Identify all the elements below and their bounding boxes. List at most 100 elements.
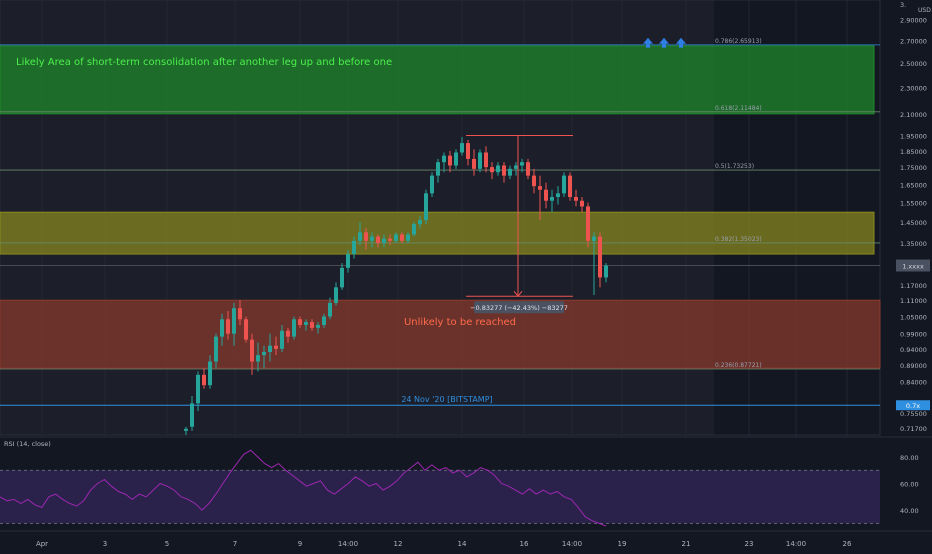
y-tick-label: 1.85000 (900, 148, 927, 156)
rsi-line (0, 449, 607, 527)
up-arrow-icon (659, 37, 669, 48)
candle-body (484, 152, 488, 168)
candle-body (574, 197, 578, 201)
x-tick-label: 14:00 (562, 540, 582, 548)
x-tick-label: 9 (298, 540, 302, 548)
green-zone-label: Likely Area of short-term consolidation … (16, 57, 392, 68)
candle-body (388, 238, 392, 241)
price-badge-label: 1.xxxx (902, 263, 924, 271)
candle-body (238, 308, 242, 320)
x-tick-label: 16 (520, 540, 529, 548)
candle-body (586, 206, 590, 241)
fib-level-label: 0.236(0.87721) (715, 362, 762, 369)
candle-body (502, 165, 506, 176)
candle-body (466, 143, 470, 159)
measure-label: −0.83277 (−42.43%) −83277 (470, 304, 568, 312)
y-tick-label: 2.90000 (900, 16, 927, 24)
candle-body (526, 162, 530, 176)
candle-body (328, 302, 332, 317)
candle-body (532, 175, 536, 187)
x-tick-label: 5 (165, 540, 169, 548)
x-tick-label: 23 (745, 540, 754, 548)
candle-body (598, 236, 602, 278)
candle-body (280, 330, 284, 349)
candle-body (460, 143, 464, 153)
candle-body (556, 193, 560, 198)
candle-body (508, 168, 512, 176)
candle-body (232, 308, 236, 334)
measure-arrow-icon (513, 290, 523, 298)
y-tick-label: 1.45000 (900, 219, 927, 227)
up-arrow-icon (643, 37, 653, 48)
candle-body (394, 234, 398, 241)
candle-body (364, 232, 368, 241)
candle-body (406, 234, 410, 241)
y-tick-label: 0.75500 (900, 410, 927, 418)
candle-body (196, 374, 200, 404)
candle-body (244, 319, 248, 340)
candle-body (358, 232, 362, 241)
fib-level-label: 0.5(1.73253) (715, 163, 754, 170)
right-axis-background (884, 0, 932, 550)
candle-body (304, 322, 308, 325)
fib-level-label: 0.618(2.11484) (715, 105, 762, 112)
candle-body (184, 428, 188, 431)
candle-body (604, 265, 608, 278)
candle-body (370, 236, 374, 241)
candle-body (322, 316, 326, 325)
candle-body (310, 322, 314, 328)
candle-body (568, 175, 572, 198)
candle-body (202, 374, 206, 386)
candle-body (298, 319, 302, 325)
candle-body (490, 167, 494, 173)
candle-body (250, 339, 254, 362)
rsi-y-tick-label: 60.00 (900, 481, 919, 489)
candle-body (226, 319, 230, 334)
candle-body (316, 324, 320, 328)
candle-body (448, 155, 452, 166)
x-tick-label: Apr (36, 540, 48, 548)
candle-body (262, 351, 266, 356)
candle-body (346, 254, 350, 268)
rsi-title: RSI (14, close) (4, 440, 51, 448)
y-tick-label: 0.89000 (900, 362, 927, 370)
candle-body (352, 240, 356, 255)
x-tick-label: 19 (618, 540, 627, 548)
candle-body (418, 220, 422, 225)
candle-body (442, 155, 446, 163)
candle-body (400, 234, 404, 241)
y-tick-label: 1.11000 (900, 297, 927, 305)
y-tick-label: 0.99000 (900, 331, 927, 339)
candle-body (208, 361, 212, 386)
candle-body (220, 319, 224, 337)
candle-body (376, 236, 380, 244)
candle-body (412, 224, 416, 235)
candle-body (256, 355, 260, 362)
candle-body (550, 197, 554, 201)
price-badge-label: 0.7x (906, 402, 920, 410)
y-tick-label: 1.75000 (900, 164, 927, 172)
candle-body (544, 189, 548, 201)
candle-body (286, 330, 290, 337)
candle-body (496, 165, 500, 173)
x-tick-label: 7 (233, 540, 237, 548)
y-tick-label: 1.35000 (900, 240, 927, 248)
y-tick-label: 2.30000 (900, 84, 927, 92)
x-tick-label: 21 (682, 540, 691, 548)
horizontal-line-label: 24 Nov '20 [BITSTAMP] (401, 395, 492, 404)
candle-body (514, 165, 518, 169)
candle-body (190, 403, 194, 427)
candle-body (334, 287, 338, 303)
y-tick-label: 0.84000 (900, 379, 927, 387)
candle-body (562, 175, 566, 194)
candle-body (382, 238, 386, 244)
yellow-zone (0, 211, 875, 255)
x-tick-label: 26 (843, 540, 852, 548)
y-tick-label: 1.55000 (900, 200, 927, 208)
up-arrow-icon (676, 37, 686, 48)
candle-body (340, 267, 344, 288)
y-tick-label: 1.17000 (900, 282, 927, 290)
candle-body (268, 345, 272, 352)
